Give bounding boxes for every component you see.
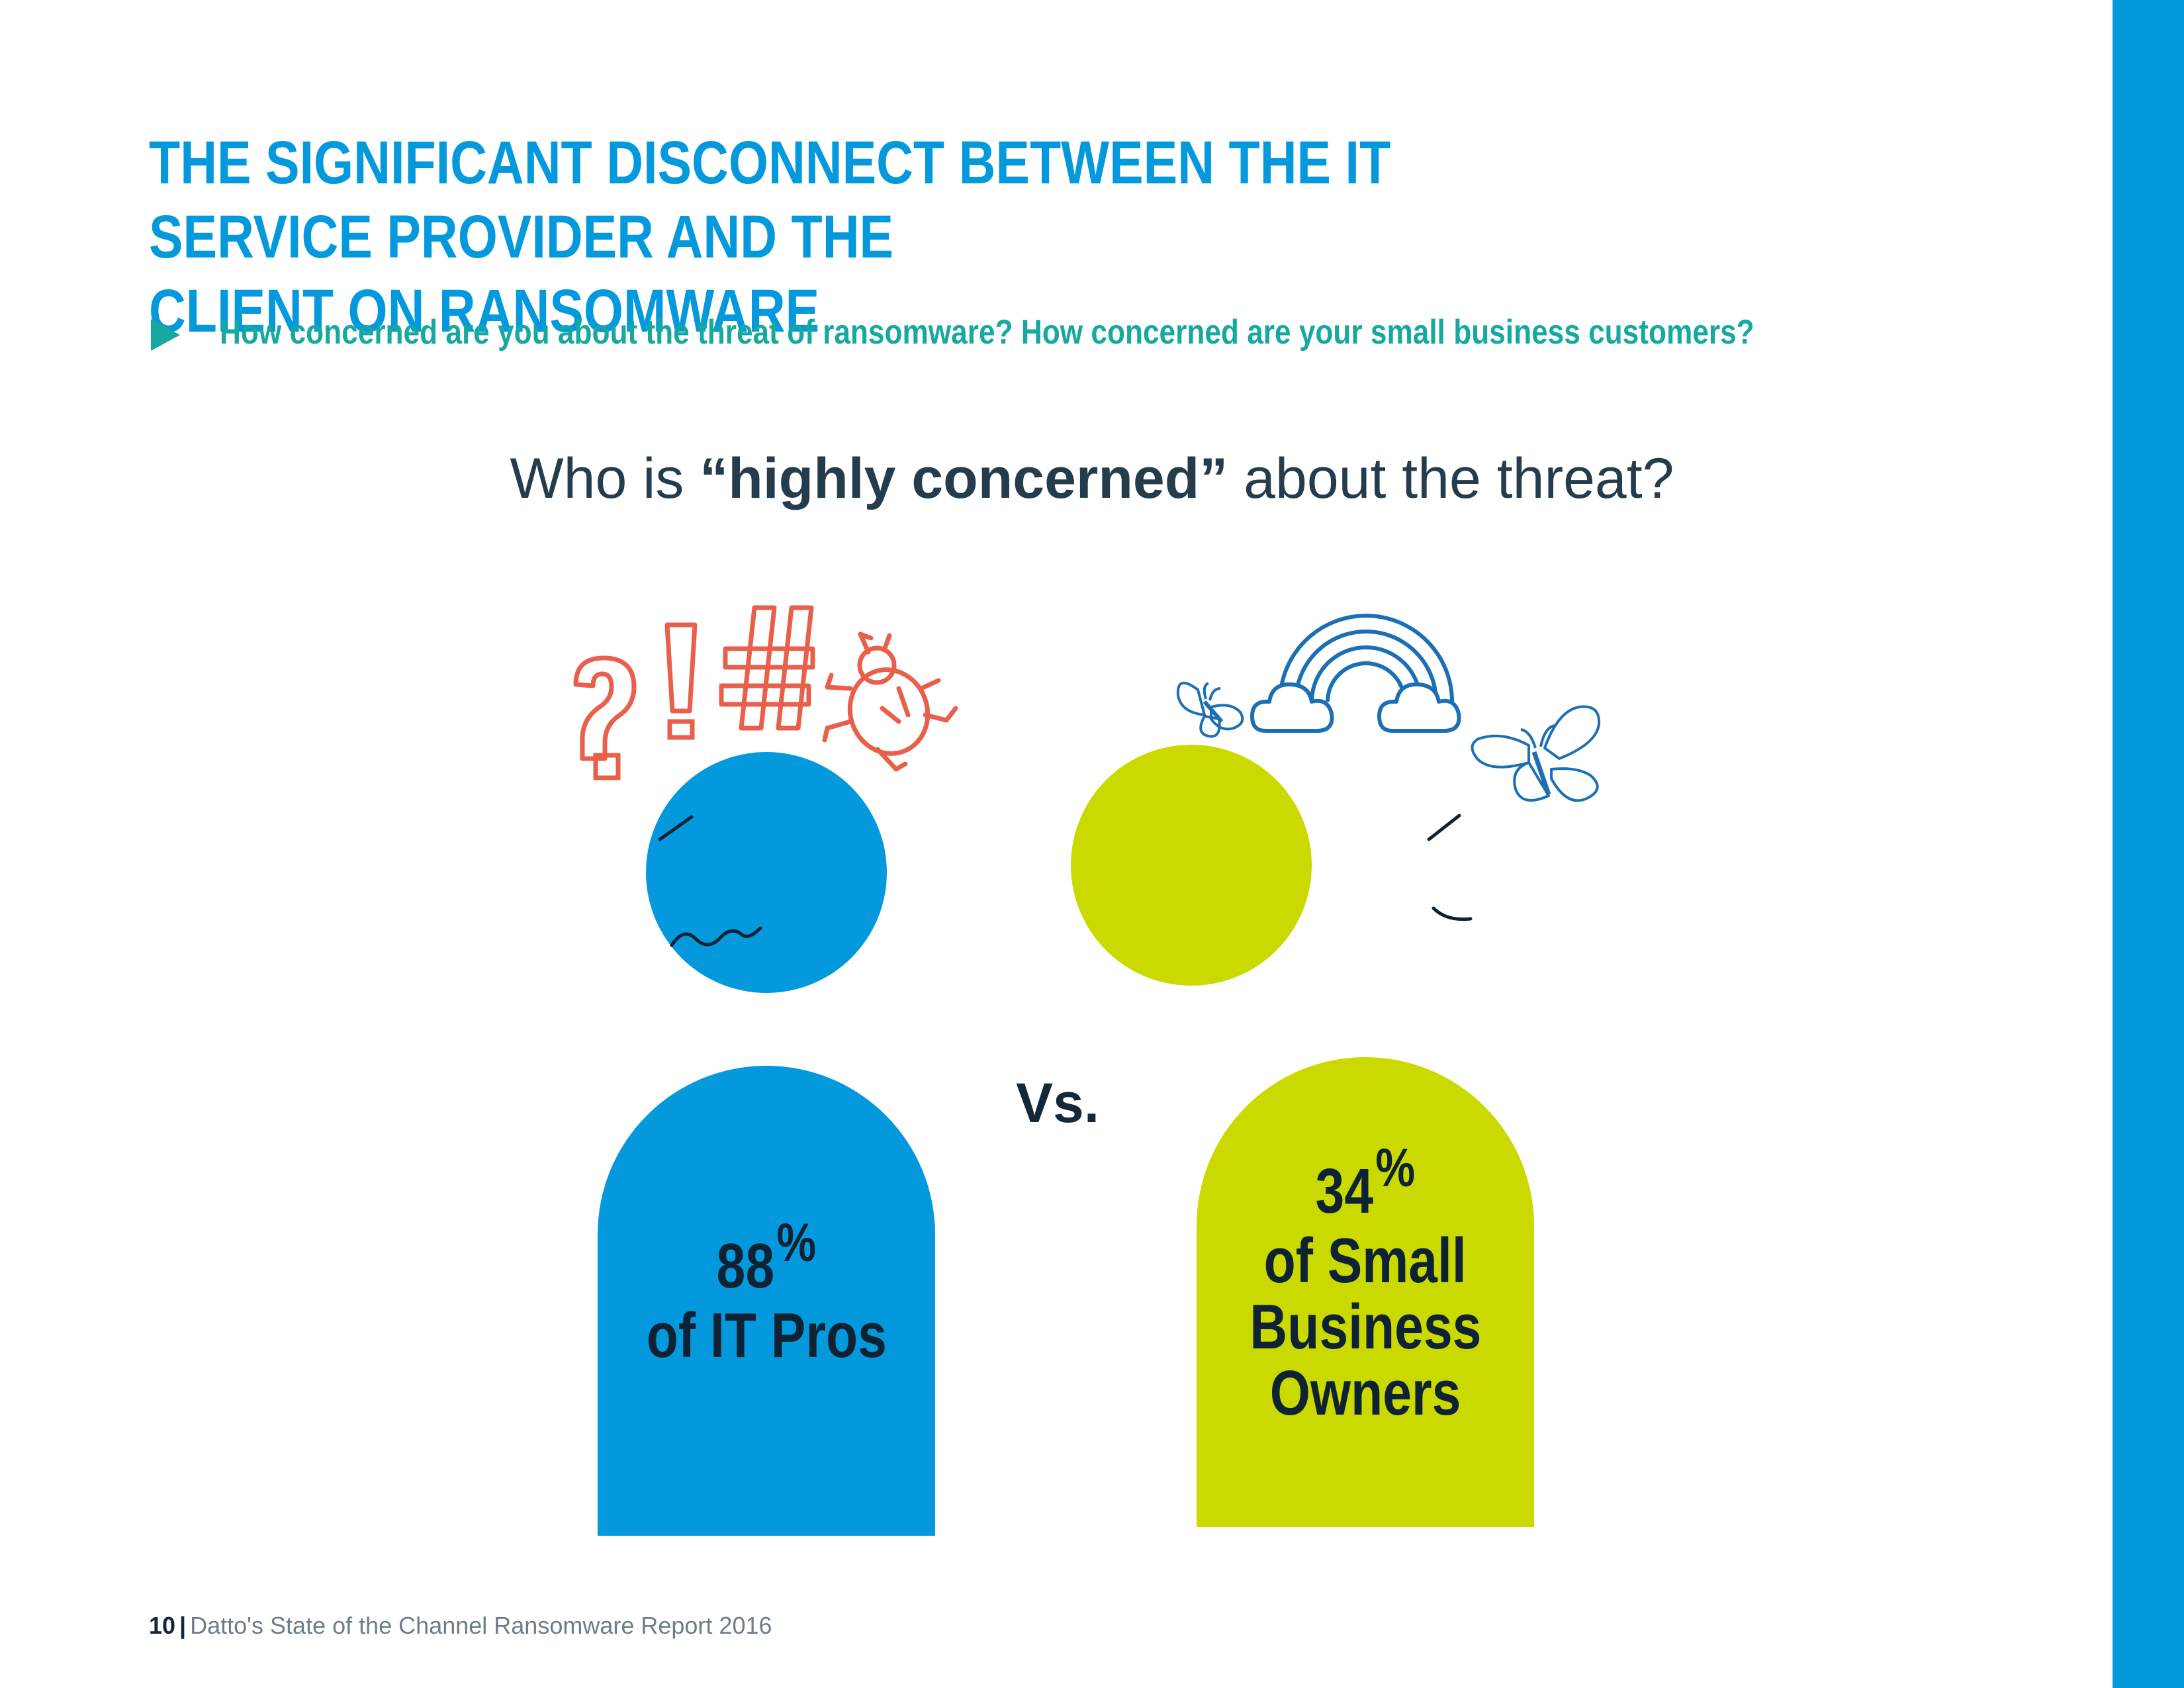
business-owners-label-line-1: of Small	[1263, 1225, 1467, 1296]
page-footer: 10 | Datto's State of the Channel Ransomwa…	[149, 1613, 772, 1639]
butterfly-icon	[1471, 705, 1601, 802]
bug-icon	[822, 632, 958, 772]
side-accent-bar	[2113, 0, 2184, 1688]
business-owners-label-line-3: Owners	[1269, 1357, 1461, 1429]
business-owners-figure: 34% of Small Business Owners	[1197, 1057, 1534, 1527]
it-pros-label: of IT Pros	[646, 1299, 887, 1371]
versus-label: Vs.	[1016, 1072, 1100, 1134]
report-title: Datto's State of the Channel Ransomware …	[190, 1612, 772, 1639]
it-pros-percentage: 88	[716, 1230, 775, 1301]
butterfly-icon	[1176, 681, 1244, 738]
subheading-prefix: Who is	[510, 447, 700, 510]
hash-icon	[719, 605, 815, 731]
business-owner-smile-icon	[1432, 906, 1473, 921]
it-pro-wavy-mouth-icon	[670, 926, 762, 947]
business-owners-percentage: 34	[1315, 1155, 1374, 1227]
question-mark-dot-icon	[593, 753, 621, 780]
business-owners-label-line-2: Business	[1249, 1291, 1482, 1362]
subheading-suffix: about the threat?	[1228, 447, 1674, 510]
business-owner-eye-icon	[1427, 814, 1461, 841]
play-icon	[151, 319, 180, 351]
page-number: 10	[149, 1612, 176, 1639]
business-owners-percent-sign: %	[1375, 1137, 1416, 1198]
it-pros-stat: 88%	[716, 1213, 817, 1303]
page-title-line-1: THE SIGNIFICANT DISCONNECT BETWEEN THE I…	[149, 129, 1391, 271]
rainbow-icon	[1278, 614, 1454, 702]
chart-subheading: Who is “highly concerned” about the thre…	[0, 442, 2184, 515]
question-mark-icon	[573, 655, 637, 761]
page-title: THE SIGNIFICANT DISCONNECT BETWEEN THE I…	[149, 126, 1594, 348]
it-pro-head	[646, 752, 887, 993]
it-pros-percent-sign: %	[776, 1212, 817, 1273]
business-owner-head	[1071, 745, 1312, 986]
it-pro-eye-icon	[658, 815, 694, 841]
cloud-icon	[1250, 682, 1461, 733]
survey-question-text: How concerned are you about the threat o…	[220, 313, 1754, 352]
footer-separator: |	[179, 1612, 187, 1639]
page-title-line-2: CLIENT ON RANSOMWARE	[149, 277, 820, 345]
it-pros-figure: 88% of IT Pros	[598, 1066, 935, 1536]
subheading-highlight: “highly concerned”	[700, 447, 1228, 510]
exclamation-mark-dot-icon	[667, 719, 695, 740]
exclamation-mark-icon	[664, 622, 698, 714]
business-owners-stat: 34%	[1315, 1138, 1416, 1228]
